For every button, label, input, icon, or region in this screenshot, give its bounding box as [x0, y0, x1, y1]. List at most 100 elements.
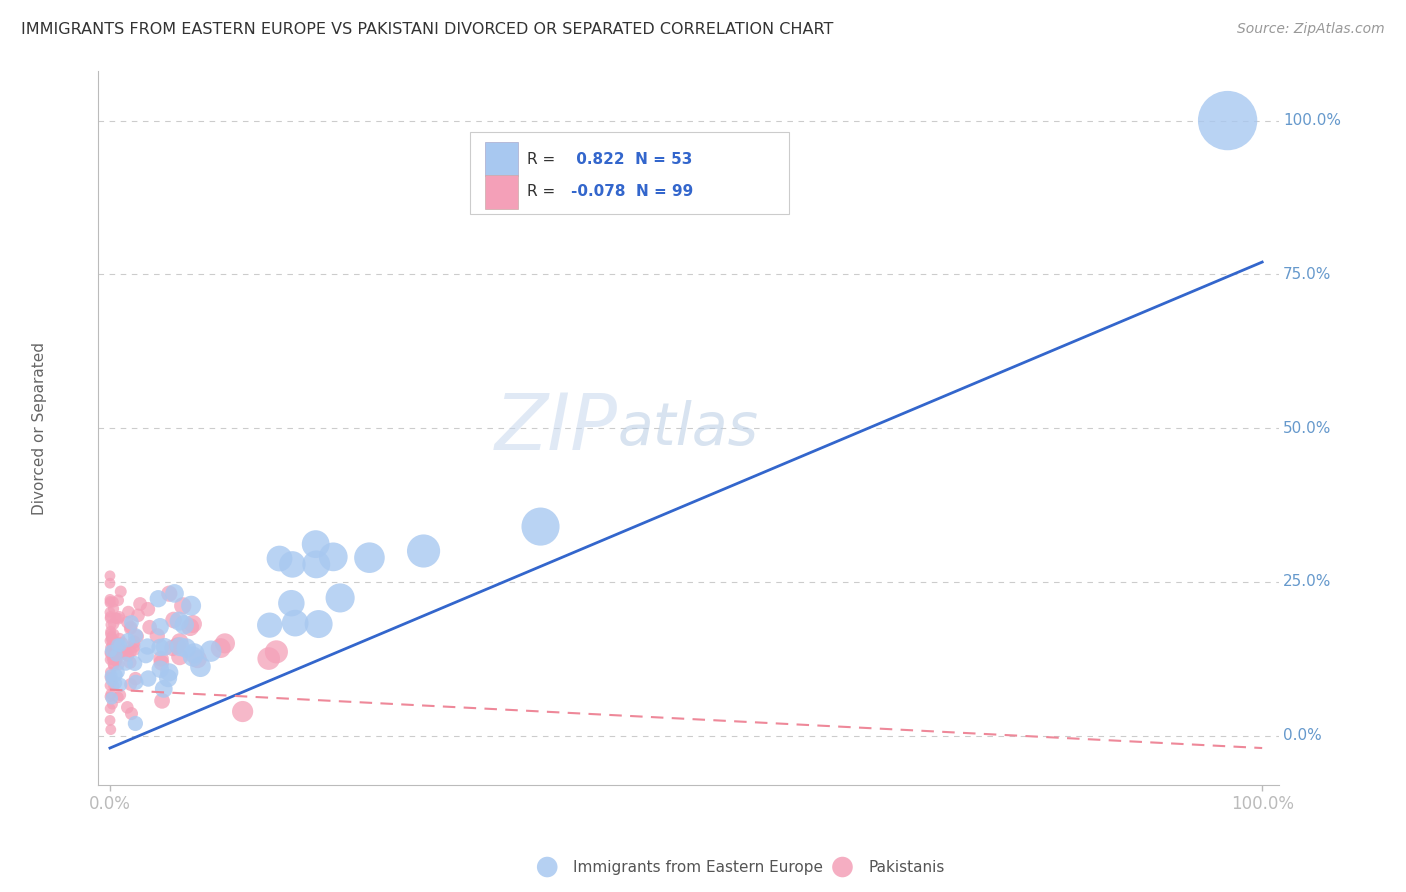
- Point: [129, 597, 152, 611]
- Point: [181, 617, 204, 632]
- Text: Immigrants from Eastern Europe: Immigrants from Eastern Europe: [574, 860, 823, 874]
- Point: [322, 549, 344, 564]
- Text: 50.0%: 50.0%: [1282, 421, 1331, 435]
- Point: [117, 648, 139, 663]
- Point: [101, 632, 124, 646]
- Point: [124, 657, 146, 671]
- Point: [329, 591, 352, 605]
- Point: [153, 640, 176, 654]
- Point: [537, 799, 560, 814]
- Point: [107, 665, 129, 679]
- Point: [117, 605, 139, 619]
- Point: [305, 537, 328, 551]
- Point: [149, 662, 172, 676]
- Text: 100.0%: 100.0%: [1282, 113, 1341, 128]
- Point: [152, 681, 174, 696]
- Point: [104, 676, 127, 690]
- Text: ZIP: ZIP: [495, 390, 619, 467]
- Point: [98, 633, 121, 648]
- Point: [124, 629, 146, 643]
- Point: [98, 670, 121, 684]
- Point: [111, 636, 134, 650]
- Point: [115, 657, 138, 671]
- Point: [104, 653, 127, 667]
- Point: [100, 632, 122, 647]
- Point: [167, 614, 190, 628]
- Point: [117, 700, 139, 714]
- Point: [103, 679, 125, 693]
- Point: [281, 558, 304, 572]
- Point: [122, 642, 145, 657]
- Point: [100, 640, 122, 655]
- Text: R =: R =: [527, 152, 560, 167]
- Point: [209, 641, 232, 656]
- Point: [169, 640, 191, 654]
- Point: [122, 635, 145, 649]
- Point: [108, 632, 131, 646]
- Point: [101, 637, 124, 651]
- Point: [105, 654, 128, 668]
- Text: Divorced or Separated: Divorced or Separated: [32, 342, 46, 515]
- Point: [108, 688, 131, 702]
- Text: atlas: atlas: [619, 400, 759, 457]
- Point: [98, 690, 121, 704]
- Point: [105, 668, 128, 682]
- Point: [107, 657, 129, 672]
- Text: Pakistanis: Pakistanis: [869, 860, 945, 874]
- Text: 0.0%: 0.0%: [1282, 728, 1322, 743]
- Point: [98, 678, 121, 692]
- Point: [98, 647, 121, 661]
- Point: [120, 615, 142, 630]
- Point: [174, 641, 197, 656]
- Point: [266, 645, 288, 659]
- Point: [190, 659, 212, 673]
- Point: [100, 644, 122, 658]
- Point: [163, 586, 186, 600]
- Point: [103, 643, 125, 657]
- Point: [136, 602, 159, 616]
- Point: [98, 609, 121, 624]
- Point: [104, 634, 127, 648]
- FancyBboxPatch shape: [485, 175, 517, 209]
- Point: [98, 611, 121, 625]
- Point: [120, 644, 142, 658]
- Point: [107, 612, 129, 626]
- Point: [135, 648, 157, 663]
- Point: [1216, 113, 1239, 128]
- Point: [120, 620, 142, 634]
- Point: [179, 620, 201, 634]
- Point: [108, 638, 131, 652]
- Point: [117, 633, 139, 648]
- Point: [257, 651, 280, 665]
- Point: [100, 617, 122, 632]
- Point: [162, 640, 184, 655]
- Point: [280, 596, 302, 610]
- Point: [120, 656, 142, 670]
- Point: [120, 622, 142, 636]
- Point: [162, 613, 184, 627]
- Point: [98, 594, 121, 608]
- Point: [103, 647, 125, 661]
- Point: [824, 799, 846, 814]
- Point: [166, 639, 188, 653]
- Point: [124, 672, 146, 686]
- Point: [110, 645, 132, 659]
- Point: [124, 716, 146, 731]
- Point: [117, 615, 139, 630]
- Point: [148, 591, 170, 606]
- Point: [114, 644, 136, 658]
- Text: 75.0%: 75.0%: [1282, 267, 1331, 282]
- Point: [412, 544, 434, 558]
- Point: [100, 691, 122, 706]
- Point: [187, 652, 209, 666]
- Point: [103, 627, 125, 641]
- Point: [172, 599, 194, 613]
- Point: [107, 690, 129, 705]
- Point: [98, 605, 121, 619]
- Point: [98, 596, 121, 610]
- Point: [100, 630, 122, 644]
- Point: [173, 617, 195, 632]
- Text: 25.0%: 25.0%: [1282, 574, 1331, 590]
- Point: [98, 576, 121, 591]
- Point: [183, 646, 205, 660]
